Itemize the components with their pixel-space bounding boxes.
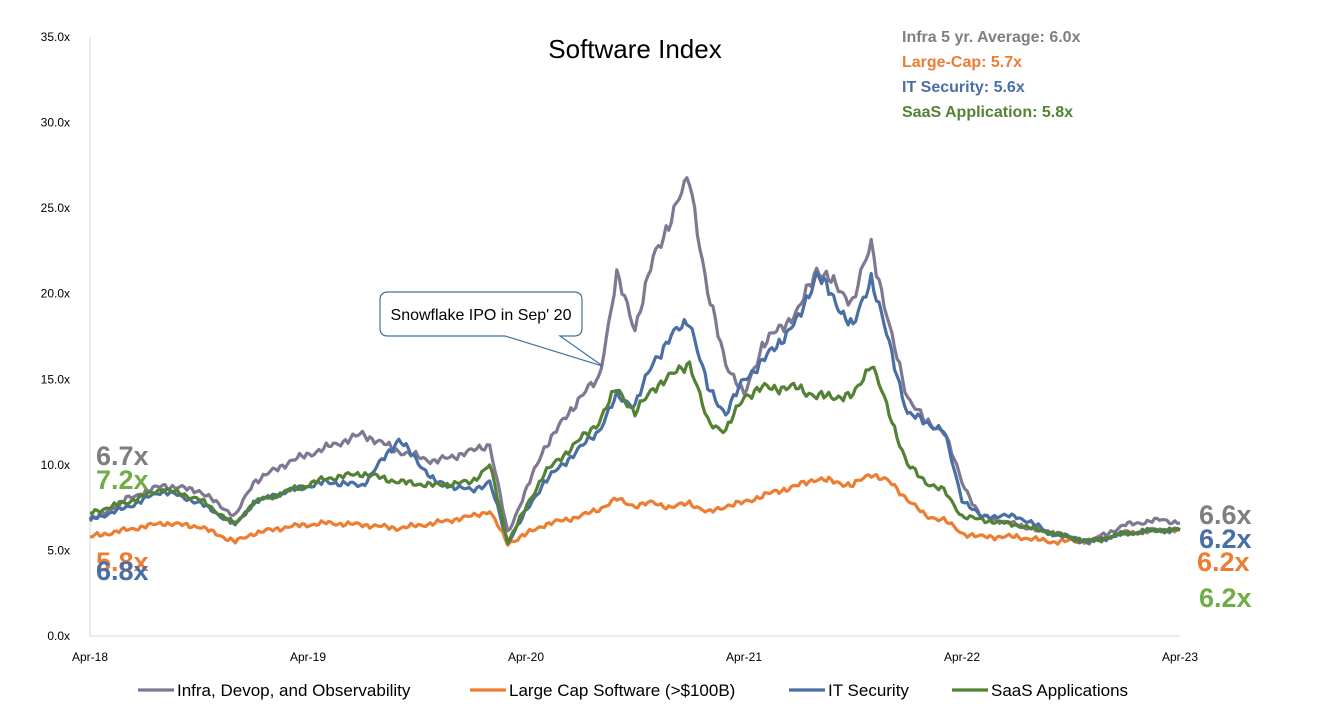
series-line — [89, 360, 1181, 546]
end-value-label: 6.2x — [1199, 583, 1252, 613]
averages-block: Infra 5 yr. Average: 6.0x Large-Cap: 5.7x… — [902, 29, 1081, 121]
annotation-callout: Snowflake IPO in Sep' 20 — [379, 291, 604, 367]
y-tick-label: 35.0x — [41, 30, 70, 44]
end-value-labels: 6.6x6.2x6.2x6.2x — [1197, 500, 1252, 613]
end-value-label: 6.6x — [1199, 500, 1252, 530]
average-label: Infra 5 yr. Average: 6.0x — [902, 29, 1081, 46]
y-tick-label: 10.0x — [41, 458, 70, 472]
series-line — [89, 472, 1181, 547]
series-lines — [88, 176, 1181, 547]
legend-label: SaaS Applications — [991, 681, 1128, 700]
x-tick-label: Apr-22 — [944, 650, 980, 664]
average-label: SaaS Application: 5.8x — [902, 104, 1073, 121]
start-value-label: 6.7x — [96, 441, 149, 471]
start-value-label: 6.8x — [96, 556, 149, 586]
y-tick-label: 5.0x — [47, 543, 70, 557]
x-tick-label: Apr-23 — [1162, 650, 1198, 664]
callout-box — [379, 291, 604, 367]
y-tick-label: 30.0x — [41, 116, 70, 130]
start-value-labels: 6.7x7.2x 5.8x6.8x — [96, 441, 149, 586]
end-value-label: 6.2x — [1197, 547, 1250, 577]
series-line — [88, 176, 1181, 546]
legend: Infra, Devop, and Observability Large Cap… — [138, 681, 1128, 700]
y-tick-label: 25.0x — [41, 201, 70, 215]
y-tick-label: 20.0x — [41, 287, 70, 301]
chart-title: Software Index — [548, 34, 721, 64]
start-value-label: 7.2x — [96, 465, 149, 495]
x-tick-label: Apr-21 — [726, 650, 762, 664]
callout-text: Snowflake IPO in Sep' 20 — [391, 307, 572, 324]
x-tick-label: Apr-19 — [290, 650, 326, 664]
x-tick-label: Apr-20 — [508, 650, 544, 664]
average-label: Large-Cap: 5.7x — [902, 54, 1022, 71]
axes: 0.0x 5.0x 10.0x 15.0x 20.0x 25.0x 30.0x 35.0x Ap… — [41, 30, 1199, 664]
y-tick-label: 15.0x — [41, 372, 70, 386]
legend-label: Large Cap Software (>$100B) — [509, 681, 735, 700]
x-tick-label: Apr-18 — [72, 650, 108, 664]
average-label: IT Security: 5.6x — [902, 79, 1025, 96]
legend-label: IT Security — [828, 681, 909, 700]
legend-label: Infra, Devop, and Observability — [177, 681, 411, 700]
end-value-label: 6.2x — [1199, 524, 1252, 554]
y-tick-label: 0.0x — [47, 629, 70, 643]
start-value-label: 5.8x — [96, 547, 149, 577]
